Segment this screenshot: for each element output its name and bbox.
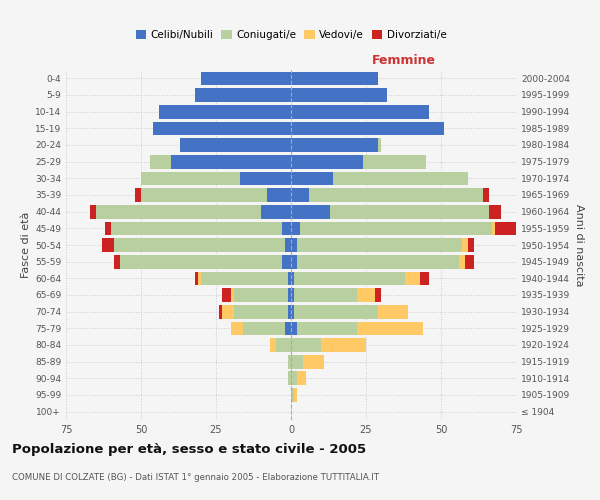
Bar: [291, 272, 294, 285]
Bar: [105, 222, 111, 235]
Bar: [180, 138, 291, 152]
Bar: [291, 188, 309, 202]
Bar: [285, 322, 291, 335]
Bar: [282, 222, 291, 235]
Bar: [96, 205, 261, 218]
Y-axis label: Fasce di età: Fasce di età: [21, 212, 31, 278]
Bar: [321, 338, 366, 352]
Bar: [291, 172, 333, 185]
Bar: [378, 305, 408, 318]
Bar: [291, 288, 294, 302]
Bar: [291, 155, 363, 168]
Bar: [291, 305, 294, 318]
Bar: [291, 238, 297, 252]
Bar: [291, 72, 378, 85]
Bar: [465, 255, 474, 268]
Bar: [222, 305, 234, 318]
Bar: [282, 255, 291, 268]
Bar: [468, 238, 474, 252]
Bar: [291, 105, 429, 118]
Bar: [234, 305, 288, 318]
Bar: [291, 372, 297, 385]
Bar: [195, 88, 291, 102]
Bar: [357, 288, 375, 302]
Bar: [267, 188, 291, 202]
Bar: [291, 355, 303, 368]
Bar: [303, 355, 324, 368]
Bar: [291, 338, 321, 352]
Bar: [294, 288, 357, 302]
Bar: [291, 205, 330, 218]
Bar: [420, 272, 429, 285]
Bar: [288, 372, 291, 385]
Bar: [309, 188, 483, 202]
Bar: [114, 255, 120, 268]
Bar: [495, 222, 522, 235]
Bar: [153, 122, 291, 135]
Bar: [135, 188, 141, 202]
Bar: [102, 238, 114, 252]
Text: Popolazione per età, sesso e stato civile - 2005: Popolazione per età, sesso e stato civil…: [12, 442, 366, 456]
Y-axis label: Anni di nascita: Anni di nascita: [574, 204, 584, 286]
Bar: [294, 388, 297, 402]
Bar: [231, 322, 243, 335]
Bar: [198, 272, 201, 285]
Bar: [363, 155, 426, 168]
Bar: [333, 172, 468, 185]
Bar: [297, 322, 357, 335]
Bar: [240, 172, 291, 185]
Bar: [288, 305, 291, 318]
Bar: [297, 238, 462, 252]
Bar: [111, 222, 282, 235]
Text: COMUNE DI COLZATE (BG) - Dati ISTAT 1° gennaio 2005 - Elaborazione TUTTITALIA.IT: COMUNE DI COLZATE (BG) - Dati ISTAT 1° g…: [12, 472, 379, 482]
Bar: [141, 172, 240, 185]
Bar: [222, 288, 231, 302]
Bar: [171, 155, 291, 168]
Bar: [285, 238, 291, 252]
Bar: [483, 188, 489, 202]
Bar: [90, 205, 96, 218]
Bar: [291, 388, 294, 402]
Bar: [231, 288, 234, 302]
Bar: [297, 255, 459, 268]
Bar: [375, 288, 381, 302]
Bar: [462, 238, 468, 252]
Bar: [201, 72, 291, 85]
Bar: [489, 205, 501, 218]
Bar: [291, 255, 297, 268]
Bar: [405, 272, 420, 285]
Bar: [291, 122, 444, 135]
Bar: [300, 222, 492, 235]
Bar: [150, 155, 171, 168]
Bar: [234, 288, 288, 302]
Bar: [243, 322, 285, 335]
Bar: [378, 138, 381, 152]
Bar: [141, 188, 267, 202]
Bar: [291, 222, 300, 235]
Legend: Celibi/Nubili, Coniugati/e, Vedovi/e, Divorziati/e: Celibi/Nubili, Coniugati/e, Vedovi/e, Di…: [131, 26, 451, 44]
Bar: [120, 255, 282, 268]
Bar: [201, 272, 288, 285]
Bar: [276, 338, 291, 352]
Bar: [330, 205, 489, 218]
Bar: [288, 288, 291, 302]
Text: Femmine: Femmine: [371, 54, 436, 66]
Bar: [297, 372, 306, 385]
Bar: [357, 322, 423, 335]
Bar: [492, 222, 495, 235]
Bar: [261, 205, 291, 218]
Bar: [288, 355, 291, 368]
Bar: [291, 138, 378, 152]
Bar: [219, 305, 222, 318]
Bar: [288, 272, 291, 285]
Bar: [291, 322, 297, 335]
Bar: [291, 88, 387, 102]
Bar: [270, 338, 276, 352]
Bar: [159, 105, 291, 118]
Bar: [195, 272, 198, 285]
Bar: [294, 272, 405, 285]
Bar: [294, 305, 378, 318]
Bar: [114, 238, 285, 252]
Bar: [459, 255, 465, 268]
